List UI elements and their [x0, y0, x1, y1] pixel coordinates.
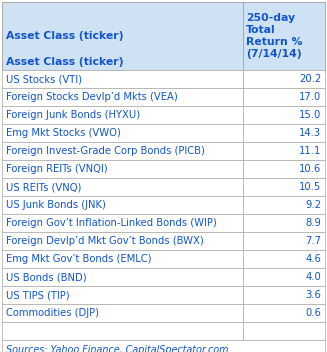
Text: Foreign Invest-Grade Corp Bonds (PICB): Foreign Invest-Grade Corp Bonds (PICB) [6, 146, 205, 156]
Text: Emg Mkt Gov’t Bonds (EMLC): Emg Mkt Gov’t Bonds (EMLC) [6, 254, 151, 264]
Bar [243, 250, 325, 268]
Text: 250-day
Total
Return %
(7/14/14): 250-day Total Return % (7/14/14) [246, 13, 302, 59]
Bar [243, 106, 325, 124]
Bar [243, 232, 325, 250]
Text: US Bonds (BND): US Bonds (BND) [6, 272, 87, 282]
Bar [243, 268, 325, 286]
Text: 11.1: 11.1 [299, 146, 321, 156]
Text: 4.0: 4.0 [305, 272, 321, 282]
Text: 0.6: 0.6 [305, 308, 321, 318]
Text: Foreign Junk Bonds (HYXU): Foreign Junk Bonds (HYXU) [6, 110, 140, 120]
Bar [2, 214, 243, 232]
Bar [2, 70, 243, 88]
Bar [2, 160, 243, 178]
Bar [2, 178, 243, 196]
Text: Foreign Devlp’d Mkt Gov’t Bonds (BWX): Foreign Devlp’d Mkt Gov’t Bonds (BWX) [6, 236, 204, 246]
Bar [2, 2, 243, 70]
Bar [243, 124, 325, 142]
Text: US Stocks (VTI): US Stocks (VTI) [6, 74, 82, 84]
Text: US TIPS (TIP): US TIPS (TIP) [6, 290, 70, 300]
Bar [2, 268, 243, 286]
Text: Sources: Yahoo Finance, CapitalSpectator.com: Sources: Yahoo Finance, CapitalSpectator… [6, 345, 229, 352]
Bar [2, 106, 243, 124]
Bar [2, 304, 243, 322]
Text: Foreign Stocks Devlp’d Mkts (VEA): Foreign Stocks Devlp’d Mkts (VEA) [6, 92, 178, 102]
Bar [243, 2, 325, 70]
Bar [2, 88, 243, 106]
Bar [2, 124, 243, 142]
Text: 14.3: 14.3 [299, 128, 321, 138]
Text: Emg Mkt Stocks (VWO): Emg Mkt Stocks (VWO) [6, 128, 121, 138]
Bar [243, 196, 325, 214]
Text: Foreign Gov’t Inflation-Linked Bonds (WIP): Foreign Gov’t Inflation-Linked Bonds (WI… [6, 218, 217, 228]
Text: 10.5: 10.5 [299, 182, 321, 192]
Text: 17.0: 17.0 [299, 92, 321, 102]
Bar [243, 322, 325, 340]
Text: US REITs (VNQ): US REITs (VNQ) [6, 182, 81, 192]
Bar [2, 232, 243, 250]
Text: 7.7: 7.7 [305, 236, 321, 246]
Bar [2, 142, 243, 160]
Text: 10.6: 10.6 [299, 164, 321, 174]
Bar [2, 340, 325, 352]
Bar [243, 142, 325, 160]
Bar [243, 70, 325, 88]
Text: Asset Class (ticker): Asset Class (ticker) [6, 31, 124, 41]
Text: 9.2: 9.2 [305, 200, 321, 210]
Bar [243, 286, 325, 304]
Text: Commodities (DJP): Commodities (DJP) [6, 308, 99, 318]
Text: Asset Class (ticker): Asset Class (ticker) [6, 57, 124, 67]
Bar [2, 322, 243, 340]
Text: Foreign REITs (VNQI): Foreign REITs (VNQI) [6, 164, 108, 174]
Text: 8.9: 8.9 [305, 218, 321, 228]
Text: 3.6: 3.6 [305, 290, 321, 300]
Bar [243, 160, 325, 178]
Bar [243, 178, 325, 196]
Bar [2, 250, 243, 268]
Text: 15.0: 15.0 [299, 110, 321, 120]
Bar [243, 214, 325, 232]
Text: 20.2: 20.2 [299, 74, 321, 84]
Bar [2, 196, 243, 214]
Bar [243, 88, 325, 106]
Text: 4.6: 4.6 [305, 254, 321, 264]
Text: US Junk Bonds (JNK): US Junk Bonds (JNK) [6, 200, 106, 210]
Bar [243, 304, 325, 322]
Bar [2, 286, 243, 304]
